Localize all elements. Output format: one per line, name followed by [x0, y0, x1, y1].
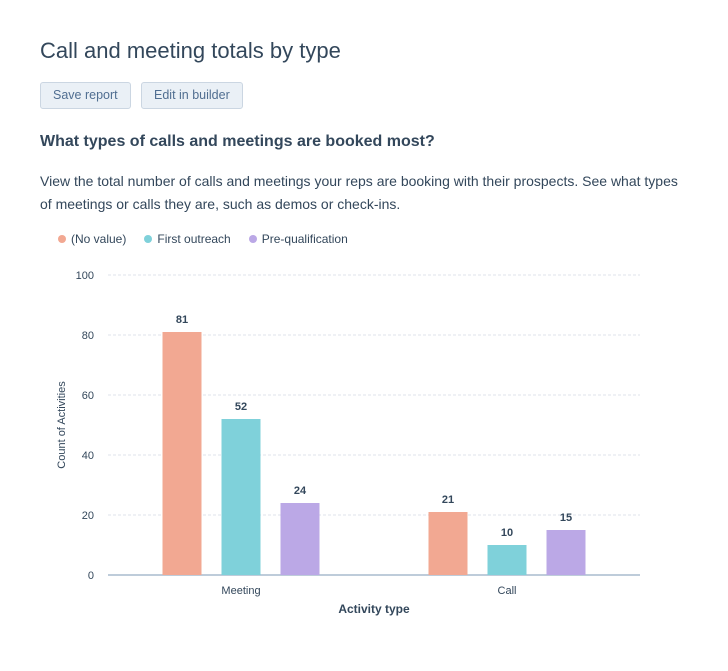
- data-label: 15: [560, 512, 572, 524]
- data-label: 52: [235, 401, 247, 413]
- chart-question: What types of calls and meetings are boo…: [40, 133, 435, 150]
- data-label: 81: [176, 314, 188, 326]
- legend-item[interactable]: Pre-qualification: [248, 232, 348, 246]
- x-tick-label: Call: [498, 585, 517, 597]
- data-label: 24: [294, 485, 307, 497]
- y-tick-label: 0: [88, 570, 94, 582]
- y-tick-label: 40: [82, 450, 94, 462]
- data-label: 21: [442, 494, 454, 506]
- page-title: Call and meeting totals by type: [40, 38, 341, 63]
- bar-meeting-2: [280, 503, 320, 575]
- legend-label: (No value): [71, 232, 127, 246]
- data-label: 10: [501, 527, 513, 539]
- edit-in-builder-button[interactable]: Edit in builder: [141, 82, 243, 109]
- legend-dot-icon: [248, 235, 257, 243]
- legend: (No value) First outreach Pre-qualificatio…: [58, 232, 348, 246]
- legend-dot-icon: [58, 235, 66, 243]
- y-tick-label: 60: [82, 390, 94, 402]
- x-tick-label: Meeting: [221, 585, 260, 597]
- y-tick-label: 100: [76, 270, 94, 282]
- bar-call-0: [428, 512, 468, 575]
- chart-description: View the total number of calls and meeti…: [40, 173, 678, 212]
- x-axis-title: Activity type: [338, 602, 410, 616]
- bar-call-1: [487, 545, 527, 575]
- save-report-button[interactable]: Save report: [40, 82, 131, 109]
- legend-label: Pre-qualification: [261, 232, 348, 246]
- legend-label: First outreach: [157, 232, 231, 246]
- legend-dot-icon: [144, 235, 153, 243]
- legend-item[interactable]: (No value): [58, 232, 126, 246]
- y-axis-title: Count of Activities: [56, 381, 68, 469]
- y-tick-label: 20: [82, 510, 94, 522]
- y-tick-label: 80: [82, 330, 94, 342]
- bar-meeting-0: [162, 332, 202, 575]
- bar-call-2: [546, 530, 586, 575]
- legend-item[interactable]: First outreach: [144, 232, 231, 246]
- bar-meeting-1: [221, 419, 261, 575]
